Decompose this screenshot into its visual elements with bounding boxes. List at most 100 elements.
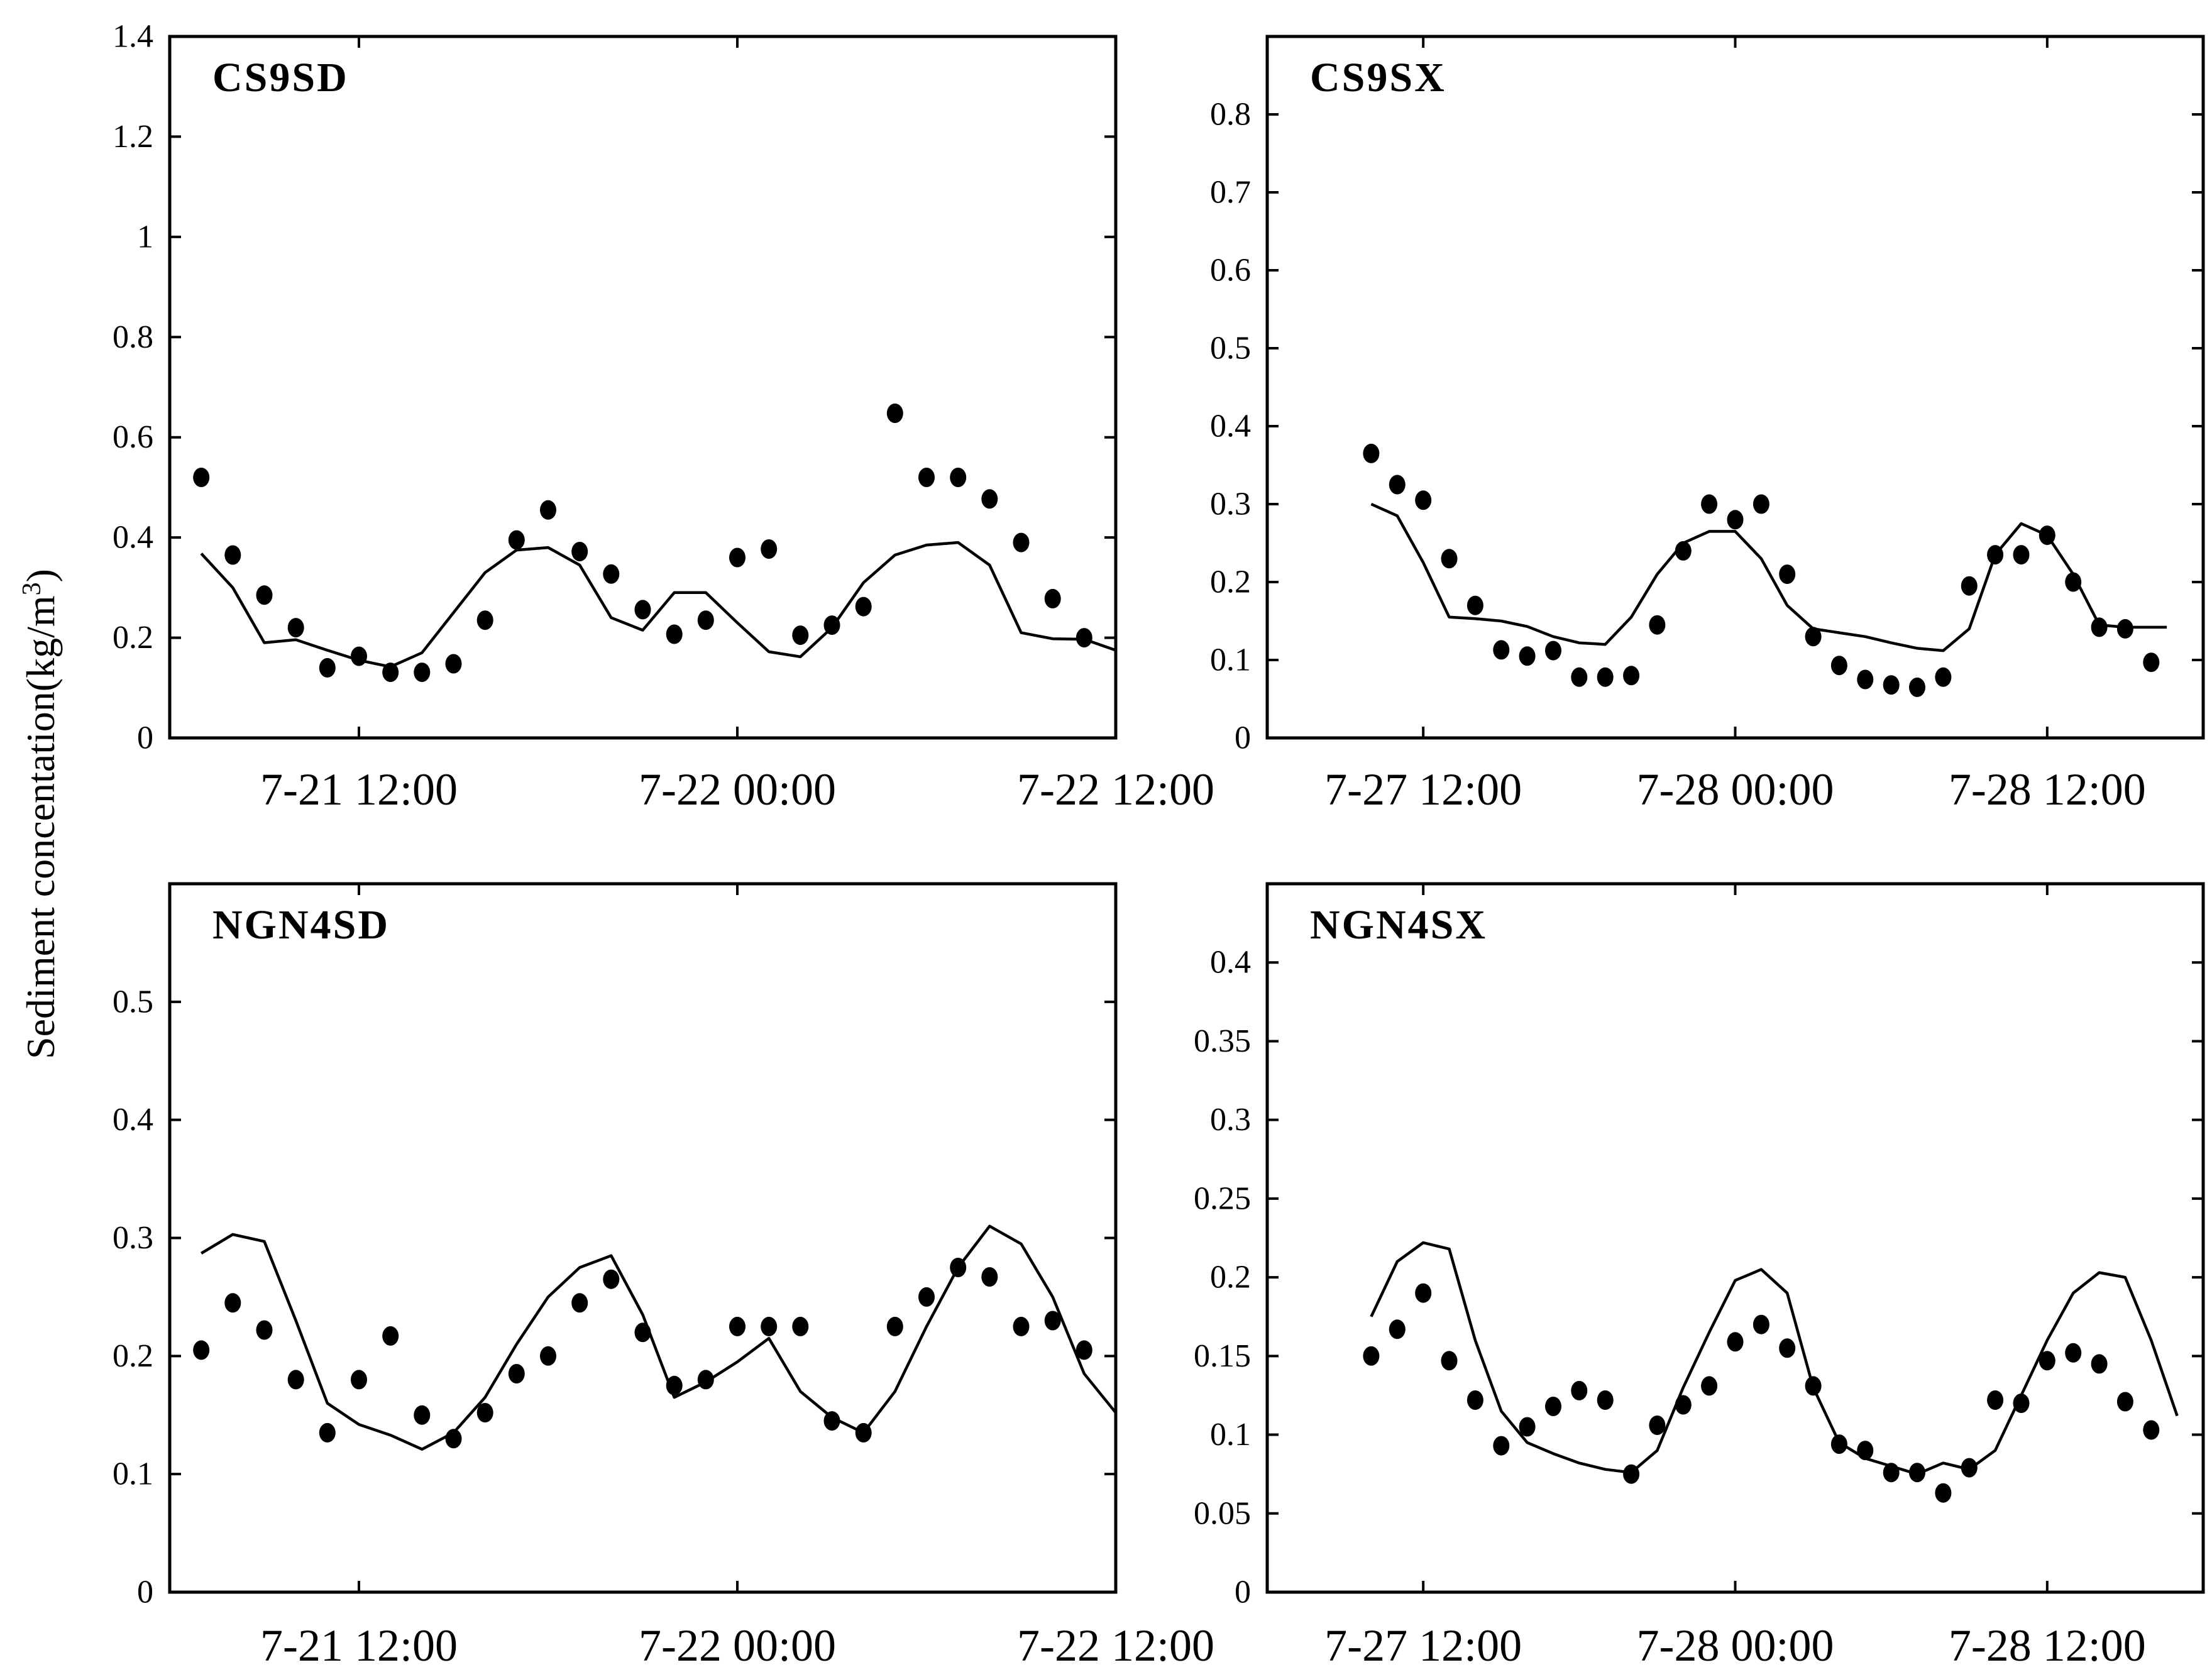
y-tick-label: 1.2 [113, 119, 153, 155]
y-tick-label: 0.1 [1210, 1417, 1251, 1453]
axes-box [1265, 35, 2205, 740]
measured-dot [287, 1370, 304, 1390]
measured-dot [193, 1340, 210, 1360]
measured-dot [1466, 595, 1483, 615]
x-tick-label: 7-22 12:00 [1017, 764, 1214, 815]
measured-dot [508, 1364, 525, 1383]
measured-dot [1623, 666, 1640, 686]
measured-dot [792, 625, 809, 646]
measured-dot [2143, 652, 2160, 673]
measured-dot [1753, 494, 1769, 514]
modeled-line [201, 1224, 1117, 1451]
y-tick-label: 0.5 [1210, 331, 1251, 366]
measured-dot [2065, 572, 2082, 592]
modeled-line [200, 541, 1116, 669]
measured-dot [1649, 1416, 1666, 1435]
measured-dot [571, 1293, 588, 1313]
measured-dot [1389, 1319, 1406, 1339]
y-tick-label: 0.2 [1210, 564, 1251, 600]
measured-dot [1441, 549, 1458, 569]
y-tick-label: 0 [137, 720, 153, 756]
measured-dot [1701, 494, 1718, 514]
measured-dot [256, 585, 273, 605]
y-tick-label: 0.4 [1210, 945, 1251, 981]
y-tick-label: 1 [137, 219, 153, 255]
axes-box [1265, 882, 2205, 1594]
x-tick-label: 7-27 12:00 [1324, 764, 1522, 815]
subplot-ngn4sd: 0 0.1 0.2 0.3 0.4 0.5 7-21 12:00 7-22 00:00 7-22… [113, 882, 1214, 1671]
measured-dot [1883, 675, 1900, 695]
x-tick-label: 7-22 00:00 [639, 1620, 836, 1671]
measured-dot [1727, 1332, 1744, 1352]
x-tick-label: 7-28 00:00 [1637, 1620, 1834, 1671]
y-tick-label: 0.2 [1210, 1260, 1251, 1295]
measured-dot [918, 1287, 935, 1307]
subplot-ngn4sx: 0 0.05 0.1 0.15 0.2 0.25 0.3 0.35 0.4 7-27 12:00 7… [1194, 882, 2205, 1671]
measured-dot [1545, 1397, 1561, 1416]
measured-dot [508, 530, 525, 550]
modeled-line [1370, 502, 2167, 652]
measured-dot [1909, 1463, 1925, 1483]
measured-dot [1493, 1436, 1510, 1456]
measured-dot [1076, 1340, 1092, 1360]
measured-dot [823, 1411, 840, 1431]
measured-dot [224, 545, 241, 565]
measured-dot [1441, 1351, 1458, 1371]
measured-dot [1363, 1346, 1380, 1366]
axes-box [168, 882, 1118, 1594]
y-tick-label: 0.4 [1210, 409, 1251, 444]
measured-dot [886, 404, 903, 423]
x-tick-label: 7-22 00:00 [639, 764, 836, 815]
measured-dot [729, 547, 746, 568]
measured-dot [2091, 617, 2108, 637]
measured-dot [319, 657, 336, 678]
measured-dot [287, 618, 304, 638]
measured-dot [193, 468, 210, 487]
y-tick-label: 0.2 [113, 1338, 153, 1374]
measured-dot [1597, 1390, 1614, 1410]
measured-dot [918, 468, 935, 487]
measured-dot [2039, 1351, 2055, 1371]
subplot-cs9sx: 0 0.1 0.2 0.3 0.4 0.5 0.6 0.7 0.8 7-27 12:00 7-28 … [1210, 35, 2205, 815]
y-tick-label: 0.1 [1210, 642, 1251, 678]
measured-dot [1753, 1314, 1769, 1334]
measured-dot [950, 468, 967, 487]
measured-dot [414, 1405, 431, 1425]
y-tick-label: 0.8 [1210, 97, 1251, 133]
measured-dot [1013, 1316, 1030, 1336]
measured-dot [1076, 628, 1092, 648]
axes-box [168, 35, 1118, 740]
measured-dot [1519, 646, 1536, 666]
measured-dot [1649, 615, 1666, 635]
measured-dot [1727, 510, 1744, 530]
x-tick-label: 7-21 12:00 [260, 1620, 458, 1671]
measured-dot [414, 663, 431, 683]
measured-dot [540, 500, 556, 520]
measured-dot [382, 1326, 399, 1346]
measured-dot [603, 564, 620, 584]
y-tick-label: 0.6 [113, 419, 153, 455]
modeled-line [1370, 1241, 2179, 1476]
measured-dot [981, 489, 998, 509]
measured-dot [476, 610, 493, 630]
measured-dot [1389, 475, 1406, 495]
measured-dot [351, 646, 367, 666]
measured-dot [351, 1370, 367, 1390]
y-tick-label: 0 [1235, 1575, 1251, 1610]
measured-dot [1935, 667, 1952, 687]
measured-dot [1909, 677, 1925, 697]
measured-dot [2013, 545, 2030, 565]
y-axis-label: Sediment concentation(kg/m3) [18, 569, 63, 1059]
measured-dot [761, 539, 778, 559]
measured-dot [1044, 588, 1061, 608]
measured-dot [1044, 1311, 1061, 1331]
measured-dot [2116, 1392, 2133, 1412]
measured-dot [1805, 627, 1822, 647]
x-tick-label: 7-22 12:00 [1017, 1620, 1214, 1671]
measured-dot [886, 1316, 903, 1336]
y-tick-label: 0.2 [113, 620, 153, 656]
measured-dot [1519, 1417, 1536, 1437]
y-tick-label: 0.7 [1210, 175, 1251, 211]
y-tick-label: 0.3 [1210, 1102, 1251, 1138]
subplot-title-cs9sx: CS9SX [1310, 55, 1446, 101]
